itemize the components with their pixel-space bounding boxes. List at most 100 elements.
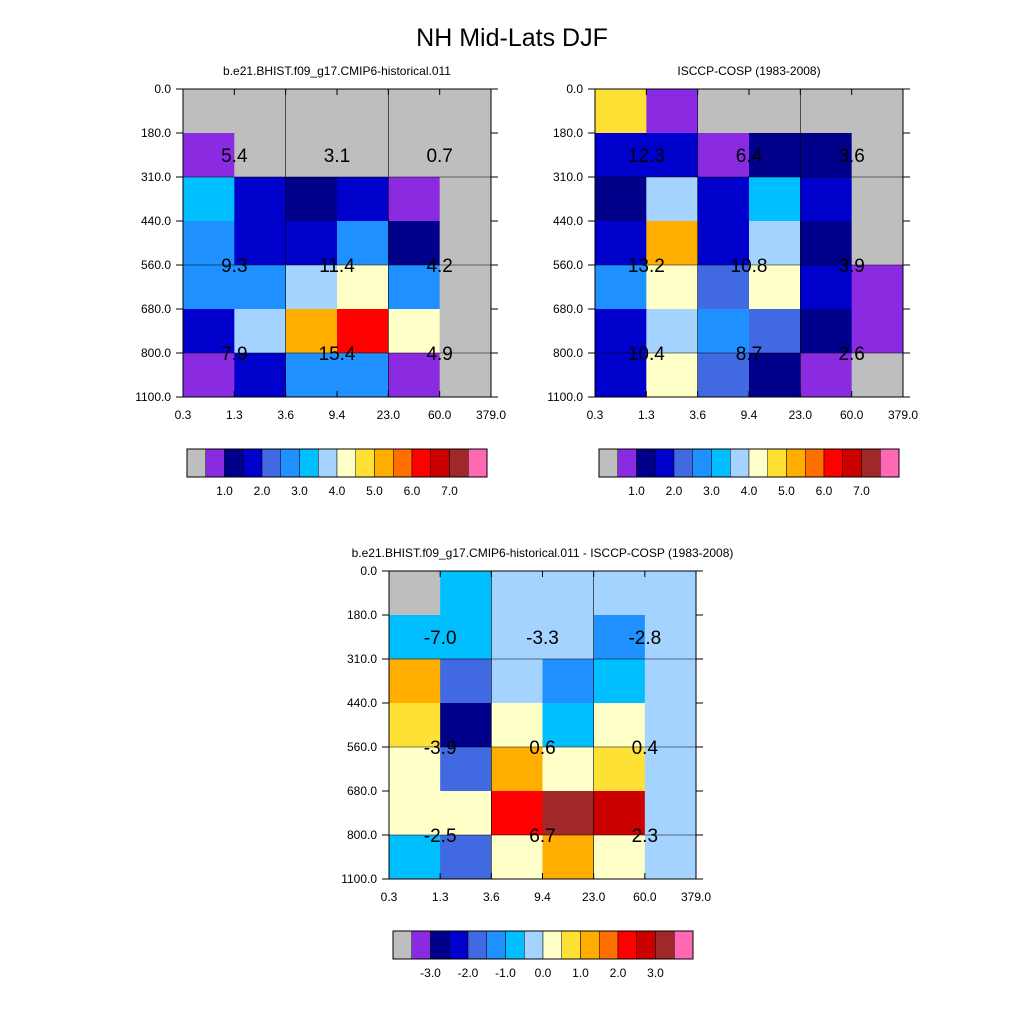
heatmap-cell [595,309,647,354]
heatmap-cell [749,177,801,222]
box-value-label: 3.6 [838,146,864,167]
colorbar-swatch [280,448,300,478]
heatmap-cell [491,791,543,836]
colorbar-swatch [468,448,488,478]
heatmap-cell [851,133,904,178]
colorbar-swatch [542,930,562,960]
x-tick-label: 23.0 [789,408,813,422]
heatmap-cell [337,353,389,398]
box-value-label: 2.3 [632,826,658,847]
box-value-label: -3.3 [526,628,559,649]
heatmap-cell [646,221,699,266]
heatmap-cell [749,133,801,178]
colorbar-swatch [767,448,787,478]
colorbar-swatch [636,930,656,960]
heatmap-cell [491,703,543,748]
heatmap-cell [337,265,389,310]
heatmap-cell [491,571,543,616]
heatmap-cell [542,747,595,792]
y-tick-label: 800.0 [347,828,377,842]
heatmap-cell [389,659,441,704]
heatmap-cell [851,265,904,310]
colorbar-frame [392,930,694,960]
y-tick-label: 310.0 [553,170,583,184]
heatmap-cell [697,177,750,222]
box-value-label: 12.3 [628,146,665,167]
heatmap-cell [644,747,697,792]
box-value-label: -7.0 [424,628,457,649]
heatmap-cell [234,221,287,266]
heatmap-cell [183,309,235,354]
box-value-label: -2.8 [628,628,661,649]
colorbar-swatch [430,930,450,960]
colorbar-label: -2.0 [458,966,479,980]
box-value-label: 3.9 [838,256,864,277]
colorbar-swatch [299,448,319,478]
heatmap-cell [440,791,492,836]
heatmap-cell [749,221,801,266]
heatmap-cell [644,703,697,748]
heatmap-cell [646,177,699,222]
heatmap-cell [439,309,492,354]
heatmap-cell [542,791,595,836]
y-tick-label: 310.0 [141,170,171,184]
x-tick-label: 1.3 [226,408,243,422]
heatmap-cell [183,221,235,266]
box-value-label: 0.6 [529,738,555,759]
y-tick-label: 1100.0 [547,390,583,404]
heatmap-cell [595,353,647,398]
heatmap-cell [491,615,543,660]
box-value-label: 2.6 [838,344,864,365]
colorbar-label: 3.0 [703,484,720,498]
colorbar-swatch [617,930,637,960]
heatmap-cell [491,835,543,880]
heatmap-cell [285,177,338,222]
heatmap-cell [646,133,699,178]
y-tick-label: 180.0 [141,126,171,140]
y-tick-label: 180.0 [553,126,583,140]
colorbar-label: 5.0 [366,484,383,498]
colorbar-swatch [467,930,487,960]
heatmap-cell [234,133,287,178]
y-tick-label: 310.0 [347,652,377,666]
heatmap-cell [440,747,492,792]
heatmap-cell [389,571,441,616]
panel-difference: b.e21.BHIST.f09_g17.CMIP6-historical.011… [341,546,733,980]
box-value-label: 10.8 [731,256,768,277]
heatmap-cell [285,353,338,398]
x-tick-label: 0.3 [175,408,192,422]
colorbar-label: 2.0 [666,484,683,498]
y-tick-label: 440.0 [141,214,171,228]
heatmap-cell [440,615,492,660]
y-tick-label: 800.0 [553,346,583,360]
x-tick-label: 9.4 [329,408,346,422]
box-value-label: 0.7 [426,146,452,167]
heatmap-cell [593,615,646,660]
y-tick-label: 680.0 [553,302,583,316]
colorbar-swatch [336,448,356,478]
heatmap-cell [285,133,338,178]
colorbar-swatch [411,448,431,478]
colorbar-swatch [374,448,394,478]
x-tick-label: 1.3 [638,408,655,422]
colorbar-swatch [186,448,206,478]
x-tick-label: 379.0 [476,408,506,422]
heatmap-cell [644,615,697,660]
colorbar-label: 7.0 [441,484,458,498]
colorbar-label: 6.0 [816,484,833,498]
box-value-label: 6.7 [529,826,555,847]
heatmap-cell [593,747,646,792]
colorbar-swatch [599,930,619,960]
y-tick-label: 180.0 [347,608,377,622]
colorbar-swatch [861,448,881,478]
heatmap-cell [851,89,904,134]
colorbar-swatch [674,930,694,960]
heatmap-cell [388,309,441,354]
y-tick-label: 800.0 [141,346,171,360]
heatmap-cell [389,791,441,836]
heatmap-cell [183,89,235,134]
heatmap-cell [388,221,441,266]
heatmap-cell [595,89,647,134]
heatmap-cell [644,659,697,704]
colorbar-label: 7.0 [853,484,870,498]
